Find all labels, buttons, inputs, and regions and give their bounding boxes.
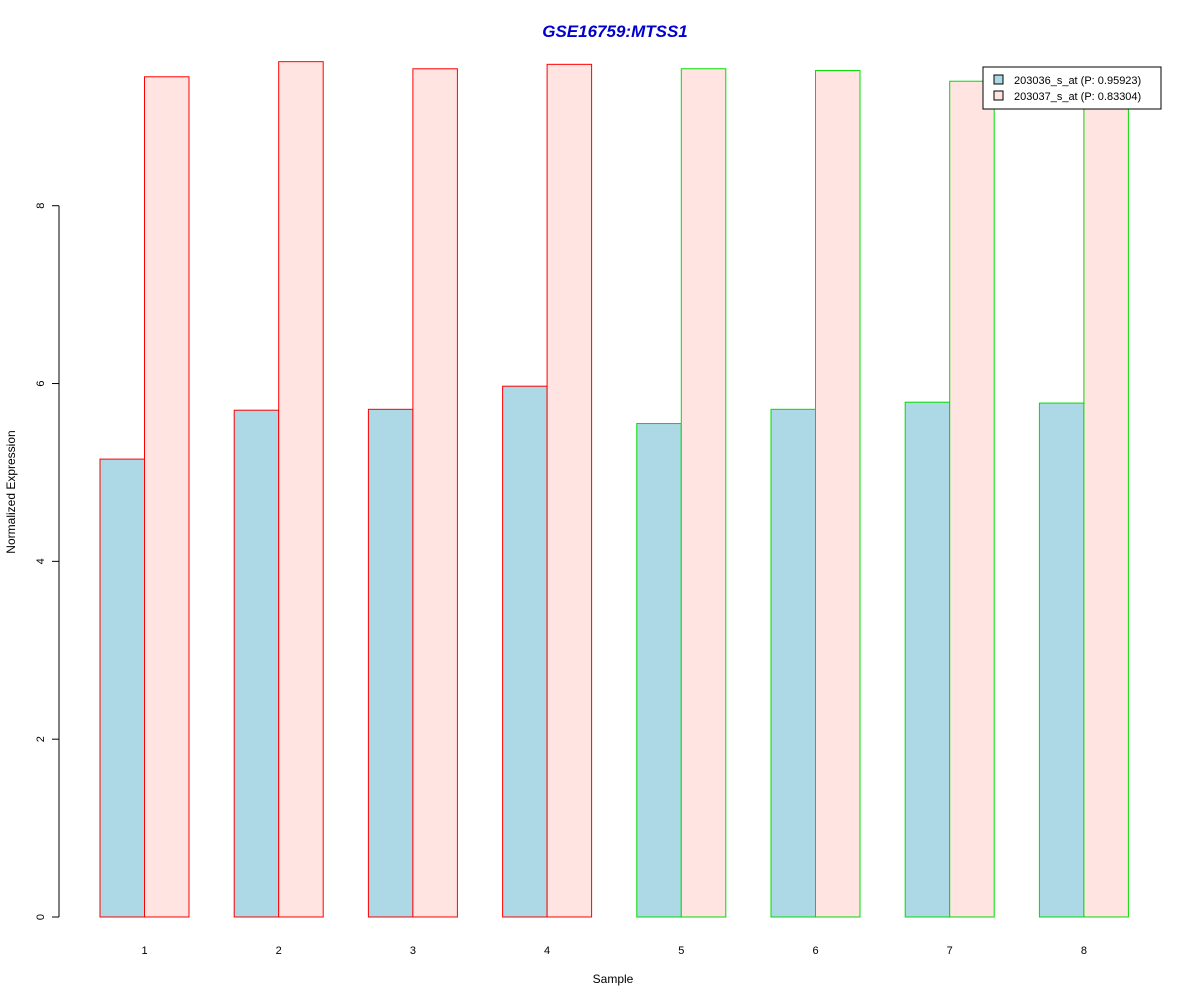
legend-swatch-2 [993, 90, 1004, 101]
y-tick-label: 0 [35, 914, 47, 920]
y-axis-label: Normalized Expression [4, 430, 18, 553]
x-tick-label: 7 [947, 945, 953, 957]
bar-series-1-sample-1 [99, 458, 145, 918]
y-tick-label: 4 [35, 558, 47, 564]
x-tick-label: 4 [544, 945, 550, 957]
y-axis: 0 2 4 6 8 [35, 203, 60, 920]
legend: 203036_s_at (P: 0.95923) 203037_s_at (P: … [982, 66, 1162, 110]
bar-series-2-sample-7 [949, 80, 995, 918]
y-tick-label: 8 [35, 203, 47, 209]
bar-series-2-sample-6 [815, 70, 861, 918]
x-axis-label: Sample [593, 972, 634, 986]
bar-series-2-sample-3 [412, 68, 458, 918]
bar-series-1-sample-4 [502, 385, 548, 918]
bar-series-2-sample-1 [144, 76, 190, 918]
x-tick-label: 1 [141, 945, 147, 957]
legend-swatch-1 [993, 74, 1004, 85]
x-axis-tick-labels: 1 2 3 4 5 6 7 8 [141, 945, 1087, 957]
bar-series-2-sample-5 [680, 68, 727, 918]
x-tick-label: 6 [812, 945, 818, 957]
bar-series-1-sample-5 [636, 423, 682, 918]
legend-label-1: 203036_s_at (P: 0.95923) [1014, 75, 1141, 87]
chart-title: GSE16759:MTSS1 [542, 22, 688, 41]
bar-series-1-sample-6 [770, 408, 816, 918]
bar-series-2-sample-4 [546, 63, 593, 918]
bar-series-1-sample-2 [233, 409, 280, 918]
bar-series-1-sample-8 [1038, 402, 1085, 918]
bar-series-1-sample-7 [904, 401, 951, 918]
x-tick-label: 8 [1081, 945, 1087, 957]
y-tick-label: 2 [35, 736, 47, 742]
y-tick-label: 6 [35, 380, 47, 386]
legend-box [982, 66, 1162, 110]
bar-series [99, 61, 1129, 918]
x-tick-label: 2 [276, 945, 282, 957]
bar-series-2-sample-2 [278, 61, 324, 918]
legend-label-2: 203037_s_at (P: 0.83304) [1014, 91, 1141, 103]
x-tick-label: 3 [410, 945, 416, 957]
x-tick-label: 5 [678, 945, 684, 957]
bar-series-2-sample-8 [1083, 98, 1129, 918]
bar-series-1-sample-3 [367, 408, 414, 918]
